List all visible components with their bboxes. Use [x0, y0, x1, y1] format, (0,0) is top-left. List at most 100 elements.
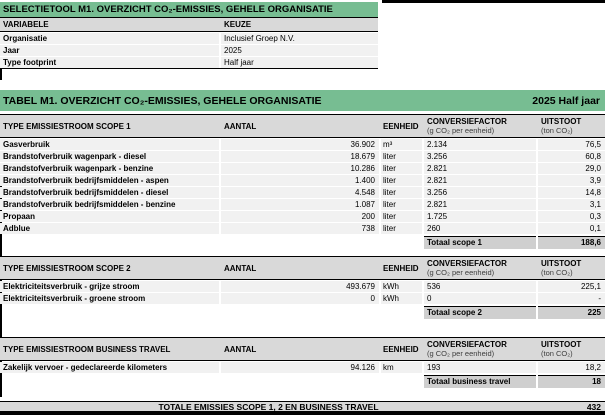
- selection-tool: SELECTIETOOL M1. OVERZICHT CO₂-EMISSIES,…: [0, 2, 378, 69]
- table-row: Zakelijk vervoer - gedeclareerde kilomet…: [0, 362, 605, 373]
- table-row: Elektriciteitsverbruik - groene stroom 0…: [0, 293, 605, 304]
- emission-column-header: UITSTOOT (ton CO₂): [538, 115, 605, 137]
- amount-header-label: AANTAL: [224, 263, 257, 273]
- conversion-factor-value: 2.134: [424, 139, 536, 150]
- business-travel-table: TYPE EMISSIESTROOM BUSINESS TRAVEL AANTA…: [0, 337, 605, 388]
- emission-value: 14,8: [538, 187, 605, 198]
- conversion-factor-value: 193: [424, 362, 536, 373]
- emission-header-unit: (ton CO₂): [541, 349, 573, 358]
- amount-value: 36.902: [221, 139, 379, 150]
- table-row: Elektriciteitsverbruik - grijze stroom 4…: [0, 281, 605, 292]
- emission-type: Brandstofverbruik bedrijfsmiddelen - die…: [0, 187, 219, 198]
- empty-cell: [381, 375, 422, 388]
- conversion-factor-value: 3.256: [424, 151, 536, 162]
- conversion-factor-value: 260: [424, 223, 536, 234]
- business-travel-total-row: Totaal business travel 18: [0, 375, 605, 388]
- conversion-factor-header-label: CONVERSIEFACTOR: [427, 259, 507, 268]
- scope1-title: TYPE EMISSIESTROOM SCOPE 1: [3, 121, 131, 131]
- organisation-select[interactable]: Inclusief Groep N.V.: [221, 33, 378, 44]
- unit-value: kWh: [381, 281, 422, 292]
- business-travel-type-column-header: TYPE EMISSIESTROOM BUSINESS TRAVEL: [0, 338, 219, 360]
- conversion-factor-value: 2.821: [424, 163, 536, 174]
- year-select[interactable]: 2025: [221, 45, 378, 56]
- unit-column-header: EENHEID: [381, 115, 422, 137]
- unit-value: liter: [381, 151, 422, 162]
- table-row: Gasverbruik 36.902 m³ 2.134 76,5: [0, 139, 605, 150]
- business-travel-header-row: TYPE EMISSIESTROOM BUSINESS TRAVEL AANTA…: [0, 337, 605, 361]
- footprint-type-select[interactable]: Half jaar: [221, 57, 378, 68]
- business-travel-total-label: Totaal business travel: [424, 375, 536, 388]
- emission-type: Brandstofverbruik bedrijfsmiddelen - ben…: [0, 199, 219, 210]
- emission-column-header: UITSTOOT (ton CO₂): [538, 338, 605, 360]
- unit-value: m³: [381, 139, 422, 150]
- print-area-bottom-border: [0, 411, 605, 415]
- table-row: Brandstofverbruik bedrijfsmiddelen - asp…: [0, 175, 605, 186]
- emission-value: 0,1: [538, 223, 605, 234]
- emission-value: 3,9: [538, 175, 605, 186]
- unit-header-label: EENHEID: [383, 263, 419, 273]
- table-title: TABEL M1. OVERZICHT CO₂-EMISSIES, GEHELE…: [3, 94, 322, 107]
- unit-value: liter: [381, 163, 422, 174]
- selection-row-footprint: Type footprint Half jaar: [0, 57, 378, 68]
- table-row: Propaan 200 liter 1.725 0,3: [0, 211, 605, 222]
- table-row: Adblue 738 liter 260 0,1: [0, 223, 605, 234]
- amount-column-header: AANTAL: [221, 257, 379, 279]
- business-travel-total-value: 18: [538, 375, 605, 388]
- amount-value: 0: [221, 293, 379, 304]
- print-area-top-border: [382, 0, 605, 3]
- emission-header-label: UITSTOOT: [541, 117, 582, 126]
- amount-header-label: AANTAL: [224, 344, 257, 354]
- emission-header-label: UITSTOOT: [541, 259, 582, 268]
- year-label: Jaar: [0, 45, 219, 56]
- selection-bottom-border: [0, 68, 378, 69]
- emission-header-unit: (ton CO₂): [541, 268, 573, 277]
- emission-value: 29,0: [538, 163, 605, 174]
- emission-type: Brandstofverbruik wagenpark - diesel: [0, 151, 219, 162]
- selection-row-jaar: Jaar 2025: [0, 45, 378, 56]
- unit-value: km: [381, 362, 422, 373]
- organisation-label: Organisatie: [0, 33, 219, 44]
- amount-value: 1.087: [221, 199, 379, 210]
- unit-header-label: EENHEID: [383, 121, 419, 131]
- empty-cell: [0, 306, 219, 319]
- scope1-type-column-header: TYPE EMISSIESTROOM SCOPE 1: [0, 115, 219, 137]
- scope2-total-value: 225: [538, 306, 605, 319]
- conversion-factor-value: 0: [424, 293, 536, 304]
- grand-total-label: TOTALE EMISSIES SCOPE 1, 2 EN BUSINESS T…: [158, 402, 379, 412]
- unit-value: liter: [381, 187, 422, 198]
- emission-type: Gasverbruik: [0, 139, 219, 150]
- emission-type: Brandstofverbruik bedrijfsmiddelen - asp…: [0, 175, 219, 186]
- empty-cell: [381, 236, 422, 249]
- emission-value: 76,5: [538, 139, 605, 150]
- conversion-factor-value: 1.725: [424, 211, 536, 222]
- amount-value: 1.400: [221, 175, 379, 186]
- scope1-table: TYPE EMISSIESTROOM SCOPE 1 AANTAL EENHEI…: [0, 114, 605, 249]
- empty-cell: [381, 306, 422, 319]
- scope2-title: TYPE EMISSIESTROOM SCOPE 2: [3, 263, 131, 273]
- emission-value: 18,2: [538, 362, 605, 373]
- scope2-table: TYPE EMISSIESTROOM SCOPE 2 AANTAL EENHEI…: [0, 256, 605, 319]
- scope2-header-row: TYPE EMISSIESTROOM SCOPE 2 AANTAL EENHEI…: [0, 256, 605, 280]
- selection-header-row: VARIABELE KEUZE: [0, 18, 378, 32]
- emission-type: Zakelijk vervoer - gedeclareerde kilomet…: [0, 362, 219, 373]
- footprint-type-label: Type footprint: [0, 57, 219, 68]
- amount-header-label: AANTAL: [224, 121, 257, 131]
- unit-value: liter: [381, 211, 422, 222]
- emission-header-unit: (ton CO₂): [541, 126, 573, 135]
- empty-cell: [221, 236, 379, 249]
- empty-cell: [221, 375, 379, 388]
- unit-value: liter: [381, 199, 422, 210]
- scope2-type-column-header: TYPE EMISSIESTROOM SCOPE 2: [0, 257, 219, 279]
- amount-value: 10.286: [221, 163, 379, 174]
- emission-value: 0,3: [538, 211, 605, 222]
- emission-type: Brandstofverbruik wagenpark - benzine: [0, 163, 219, 174]
- emission-value: 3,1: [538, 199, 605, 210]
- conversion-factor-header-label: CONVERSIEFACTOR: [427, 340, 507, 349]
- empty-cell: [0, 375, 219, 388]
- emission-value: 60,8: [538, 151, 605, 162]
- grand-total-row: TOTALE EMISSIES SCOPE 1, 2 EN BUSINESS T…: [0, 401, 605, 412]
- emission-type: Elektriciteitsverbruik - groene stroom: [0, 293, 219, 304]
- business-travel-title: TYPE EMISSIESTROOM BUSINESS TRAVEL: [3, 344, 171, 354]
- table-row: Brandstofverbruik bedrijfsmiddelen - ben…: [0, 199, 605, 210]
